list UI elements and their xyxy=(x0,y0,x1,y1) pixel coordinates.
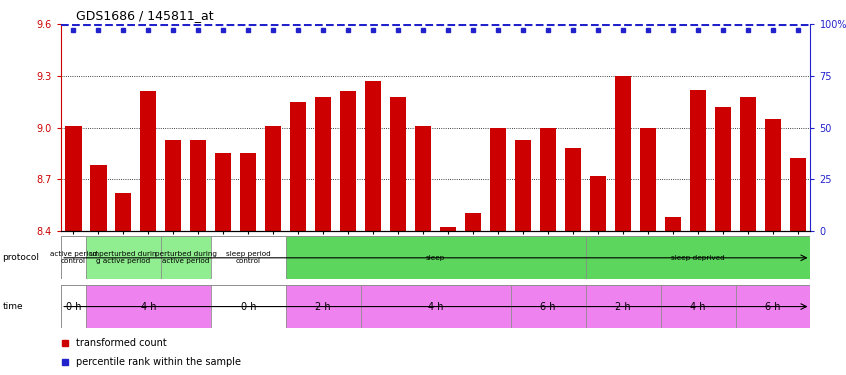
Bar xyxy=(465,213,481,231)
Bar xyxy=(140,92,157,231)
Bar xyxy=(735,285,810,328)
Bar xyxy=(165,140,181,231)
Text: 0 h: 0 h xyxy=(240,302,256,312)
Text: transformed count: transformed count xyxy=(76,338,167,348)
Bar xyxy=(61,285,86,328)
Text: 6 h: 6 h xyxy=(766,302,781,312)
Bar xyxy=(340,92,356,231)
Text: 4 h: 4 h xyxy=(140,302,157,312)
Bar xyxy=(585,285,661,328)
Bar xyxy=(390,97,406,231)
Text: sleep period
control: sleep period control xyxy=(226,251,271,264)
Bar xyxy=(640,128,656,231)
Bar xyxy=(316,97,332,231)
Bar xyxy=(211,285,286,328)
Text: time: time xyxy=(3,302,23,311)
Bar xyxy=(286,285,360,328)
Bar xyxy=(565,148,581,231)
Bar xyxy=(490,128,506,231)
Text: 2 h: 2 h xyxy=(316,302,331,312)
Bar xyxy=(61,236,86,279)
Text: perturbed during
active period: perturbed during active period xyxy=(155,251,217,264)
Bar xyxy=(286,236,585,279)
Text: GDS1686 / 145811_at: GDS1686 / 145811_at xyxy=(76,9,214,22)
Text: 2 h: 2 h xyxy=(615,302,631,312)
Bar xyxy=(86,236,161,279)
Bar xyxy=(265,126,282,231)
Bar xyxy=(740,97,756,231)
Bar xyxy=(211,236,286,279)
Text: protocol: protocol xyxy=(3,254,40,262)
Bar xyxy=(540,128,556,231)
Bar xyxy=(415,126,431,231)
Bar xyxy=(515,140,531,231)
Bar xyxy=(215,153,232,231)
Bar xyxy=(690,90,706,231)
Bar xyxy=(440,227,456,231)
Text: 4 h: 4 h xyxy=(428,302,443,312)
Bar xyxy=(115,193,131,231)
Bar xyxy=(65,126,81,231)
Bar xyxy=(590,176,607,231)
Bar xyxy=(585,236,810,279)
Text: 4 h: 4 h xyxy=(690,302,706,312)
Text: sleep: sleep xyxy=(426,255,445,261)
Bar xyxy=(190,140,206,231)
Bar xyxy=(360,285,511,328)
Text: 0 h: 0 h xyxy=(66,302,81,312)
Bar xyxy=(365,81,382,231)
Text: percentile rank within the sample: percentile rank within the sample xyxy=(76,357,241,367)
Bar xyxy=(790,159,806,231)
Text: sleep deprived: sleep deprived xyxy=(671,255,725,261)
Text: active period
control: active period control xyxy=(50,251,97,264)
Bar xyxy=(661,285,735,328)
Bar xyxy=(91,165,107,231)
Bar xyxy=(715,107,731,231)
Text: unperturbed durin
g active period: unperturbed durin g active period xyxy=(91,251,157,264)
Bar xyxy=(765,119,781,231)
Bar xyxy=(161,236,211,279)
Bar xyxy=(240,153,256,231)
Text: 6 h: 6 h xyxy=(541,302,556,312)
Bar xyxy=(665,217,681,231)
Bar xyxy=(86,285,211,328)
Bar xyxy=(615,76,631,231)
Bar xyxy=(511,285,585,328)
Bar xyxy=(290,102,306,231)
